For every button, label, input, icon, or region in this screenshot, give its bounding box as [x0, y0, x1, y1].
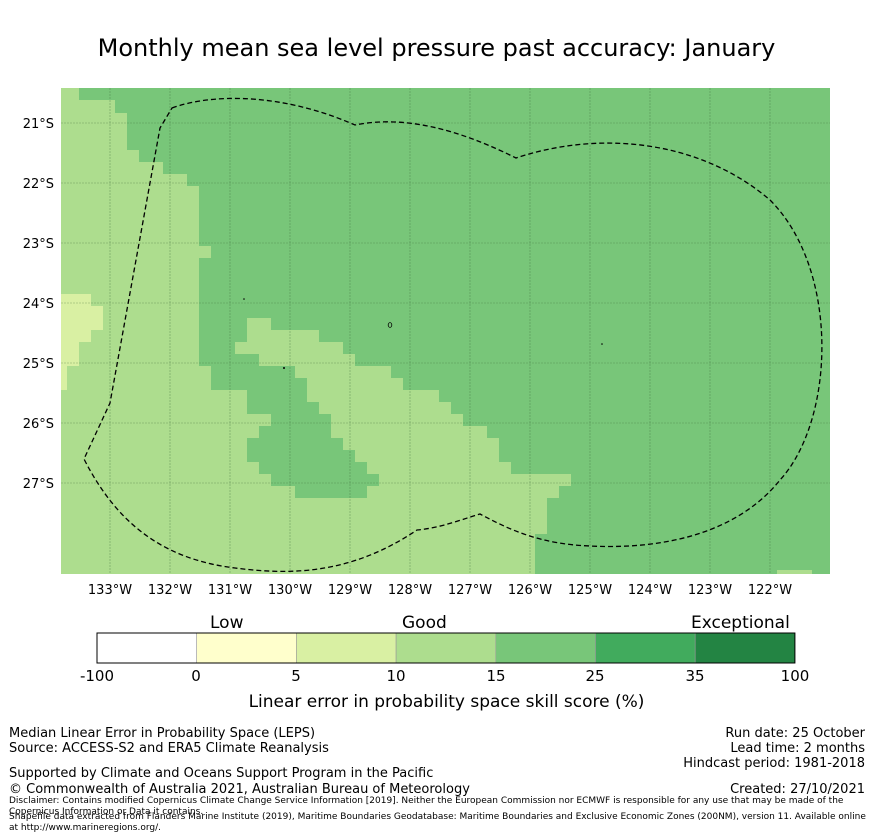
chart-title: Monthly mean sea level pressure past acc… — [97, 34, 776, 62]
island — [283, 367, 285, 369]
lon-tick-label: 124°W — [628, 583, 672, 598]
lat-tick-label: 27°S — [23, 477, 54, 492]
lon-tick-label: 127°W — [448, 583, 492, 598]
footer-support: Supported by Climate and Oceans Support … — [9, 766, 434, 781]
lon-tick-label: 129°W — [328, 583, 372, 598]
footer-shapefile: Shapefile data extracted from Flanders M… — [9, 812, 866, 833]
footer-created: Created: 27/10/2021 — [730, 782, 865, 797]
footer-disclaimer: Disclaimer: Contains modified Copernicus… — [9, 796, 844, 817]
lon-tick-label: 125°W — [568, 583, 612, 598]
lon-tick-label: 123°W — [688, 583, 732, 598]
colorbar-tick: 15 — [486, 667, 506, 685]
colorbar-tick: 0 — [191, 667, 201, 685]
category-label-low: Low — [210, 613, 244, 633]
lat-tick-label: 23°S — [23, 237, 54, 252]
lon-tick-label: 133°W — [88, 583, 132, 598]
island — [601, 343, 603, 345]
colorbar-tick: -100 — [79, 667, 115, 685]
lat-tick-label: 21°S — [23, 117, 54, 132]
lon-tick-label: 131°W — [208, 583, 252, 598]
footer-lead-time: Lead time: 2 months — [730, 741, 865, 756]
colorbar — [96, 632, 796, 664]
footer-source: Source: ACCESS-S2 and ERA5 Climate Reana… — [9, 741, 329, 756]
colorbar-swatch — [395, 632, 497, 664]
lat-tick-label: 25°S — [23, 357, 54, 372]
lat-tick-label: 24°S — [23, 297, 54, 312]
lat-tick-label: 22°S — [23, 177, 54, 192]
eez-boundary — [83, 97, 823, 573]
colorbar-frame — [96, 632, 796, 664]
colorbar-swatch — [694, 632, 796, 664]
colorbar-tick: 25 — [585, 667, 605, 685]
colorbar-swatch — [595, 632, 696, 664]
footer-copyright: © Commonwealth of Australia 2021, Austra… — [9, 782, 470, 797]
lon-tick-label: 122°W — [748, 583, 792, 598]
lon-tick-label: 130°W — [268, 583, 312, 598]
skill-region-5-10 — [61, 294, 103, 390]
colorbar-tick: 35 — [685, 667, 705, 685]
footer-metric: Median Linear Error in Probability Space… — [9, 726, 316, 741]
colorbar-swatch — [96, 632, 197, 664]
lon-tick-label: 132°W — [148, 583, 192, 598]
axis-ticks: 133°W 132°W 131°W 130°W 129°W 128°W 127°W 126°W… — [23, 117, 793, 598]
skill-region-10-15-west — [61, 88, 571, 574]
category-label-good: Good — [402, 613, 447, 633]
colorbar-tick: 5 — [291, 667, 301, 685]
lat-tick-label: 26°S — [23, 417, 54, 432]
colorbar-tick: 10 — [386, 667, 406, 685]
lon-tick-label: 126°W — [508, 583, 552, 598]
footer-hindcast: Hindcast period: 1981-2018 — [683, 756, 865, 771]
colorbar-title: Linear error in probability space skill … — [248, 692, 645, 712]
island — [387, 322, 393, 328]
skill-region-10-15-se — [777, 570, 812, 574]
colorbar-swatch — [296, 632, 397, 664]
lon-tick-label: 128°W — [388, 583, 432, 598]
colorbar-swatch — [495, 632, 596, 664]
category-label-exceptional: Exceptional — [691, 613, 790, 633]
island — [243, 298, 245, 300]
colorbar-tick: 100 — [780, 667, 810, 685]
graticule — [61, 88, 830, 574]
colorbar-swatch — [196, 632, 297, 664]
footer-run-date: Run date: 25 October — [725, 726, 865, 741]
